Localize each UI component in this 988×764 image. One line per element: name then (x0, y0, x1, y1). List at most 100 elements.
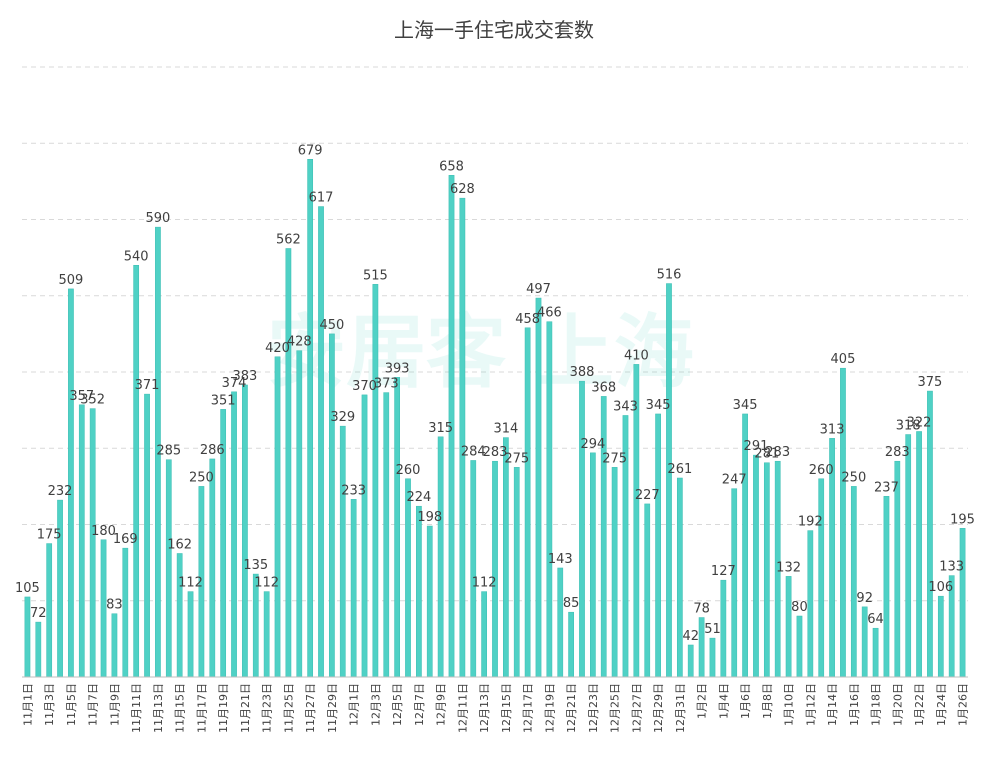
x-tick-1月4日: 1月4日 (717, 683, 730, 719)
data-label-12月11日: 628 (450, 182, 475, 197)
bar-1月16日 (850, 486, 857, 678)
data-label-12月31日: 261 (667, 462, 692, 477)
data-label-11月7日: 352 (80, 393, 105, 408)
data-label-11月11日: 540 (124, 249, 149, 264)
bar-11月24日 (274, 356, 281, 678)
chart-title: 上海一手住宅成交套数 (394, 18, 594, 42)
bar-1月10日 (785, 576, 792, 678)
bar-12月5日 (394, 377, 400, 678)
data-label-12月13日: 112 (472, 576, 497, 591)
data-label-12月4日: 373 (374, 377, 399, 392)
bar-11月12日 (144, 393, 150, 678)
x-tick-12月27日: 12月27日 (630, 683, 643, 733)
data-label-11月2日: 72 (30, 606, 47, 621)
data-label-11月9日: 83 (106, 598, 123, 613)
x-tick-12月9日: 12月9日 (435, 683, 448, 726)
bar-12月9日 (437, 436, 444, 678)
x-tick-1月26日: 1月26日 (957, 683, 970, 726)
data-label-12月15日: 314 (493, 422, 518, 437)
data-label-12月18日: 497 (526, 282, 551, 297)
bar-12月8日 (426, 525, 433, 678)
data-label-1月1日: 42 (682, 629, 699, 644)
bar-12月4日 (383, 392, 390, 678)
data-label-12月6日: 260 (396, 463, 421, 478)
bar-11月11日 (133, 265, 140, 678)
data-label-12月21日: 85 (563, 596, 580, 611)
bar-1月3日 (709, 637, 716, 678)
x-tick-11月15日: 11月15日 (174, 683, 187, 733)
bar-12月1日 (350, 499, 357, 678)
data-label-12月5日: 393 (385, 361, 410, 376)
bar-1月13日 (818, 478, 825, 678)
x-tick-11月29日: 11月29日 (326, 683, 339, 733)
bar-1月11日 (796, 615, 803, 678)
data-label-1月11日: 80 (791, 600, 808, 615)
data-label-1月6日: 345 (733, 398, 758, 413)
data-label-11月21日: 383 (232, 369, 257, 384)
bar-11月21日 (242, 384, 248, 678)
x-tick-1月12日: 1月12日 (804, 683, 817, 726)
data-label-12月28日: 227 (635, 488, 660, 503)
data-label-11月22日: 135 (243, 558, 268, 573)
bar-12月17日 (524, 327, 531, 678)
bar-12月11日 (459, 197, 466, 678)
bar-12月28日 (644, 503, 651, 678)
bar-11月27日 (307, 159, 314, 678)
data-label-12月30日: 516 (657, 268, 682, 283)
data-label-1月3日: 51 (704, 622, 721, 637)
bar-1月8日 (763, 462, 770, 678)
x-tick-1月18日: 1月18日 (870, 683, 883, 726)
data-label-11月29日: 450 (319, 318, 344, 333)
data-label-1月12日: 192 (798, 515, 823, 530)
bar-11月10日 (122, 547, 129, 678)
watermark-text: 安居客 上海 (266, 306, 694, 399)
data-label-12月8日: 198 (417, 510, 442, 525)
x-tick-1月20日: 1月20日 (891, 683, 904, 726)
data-label-11月10日: 169 (113, 532, 138, 547)
bar-11月28日 (318, 206, 324, 678)
bar-11月2日 (35, 621, 42, 678)
x-tick-12月31日: 12月31日 (674, 683, 687, 733)
x-tick-12月5日: 12月5日 (391, 683, 404, 726)
data-label-11月12日: 371 (135, 378, 160, 393)
watermark: 安居客 上海 (266, 306, 694, 399)
bar-1月24日 (937, 595, 944, 678)
bar-1月5日 (731, 488, 738, 678)
bar-11月3日 (46, 543, 53, 678)
bar-1月21日 (905, 434, 912, 678)
data-label-11月30日: 329 (330, 410, 355, 425)
x-tick-12月1日: 12月1日 (348, 683, 361, 726)
x-tick-11月23日: 11月23日 (261, 683, 274, 733)
data-label-1月18日: 64 (867, 612, 884, 627)
x-tick-11月5日: 11月5日 (65, 683, 78, 726)
bar-11月7日 (89, 408, 96, 678)
bar-12月6日 (405, 478, 411, 678)
bar-1月19日 (883, 496, 890, 678)
bar-1月18日 (872, 627, 879, 678)
bar-11月29日 (329, 333, 335, 678)
data-label-1月23日: 375 (918, 375, 943, 390)
bar-12月29日 (655, 413, 661, 678)
bar-1月23日 (927, 390, 933, 678)
data-label-1月15日: 405 (831, 352, 856, 367)
data-label-11月28日: 617 (309, 191, 334, 206)
bar-12月21日 (568, 611, 574, 678)
bar-11月9日 (111, 613, 118, 678)
x-tick-11月9日: 11月9日 (108, 683, 121, 726)
data-label-11月26日: 428 (287, 335, 312, 350)
x-tick-12月13日: 12月13日 (478, 683, 491, 733)
bar-1月22日 (916, 431, 922, 678)
data-label-11月18日: 286 (200, 443, 225, 458)
data-label-11月19日: 351 (211, 393, 236, 408)
x-tick-12月11日: 12月11日 (456, 683, 469, 733)
x-tick-11月25日: 11月25日 (282, 683, 295, 733)
data-label-1月26日: 195 (950, 512, 975, 527)
bar-12月25日 (611, 467, 618, 678)
x-tick-12月17日: 12月17日 (522, 683, 535, 733)
bar-11月14日 (165, 459, 172, 678)
data-label-1月17日: 92 (856, 591, 873, 606)
bar-11月20日 (231, 391, 237, 678)
bar-12月3日 (372, 284, 379, 678)
data-label-12月1日: 233 (341, 483, 366, 498)
